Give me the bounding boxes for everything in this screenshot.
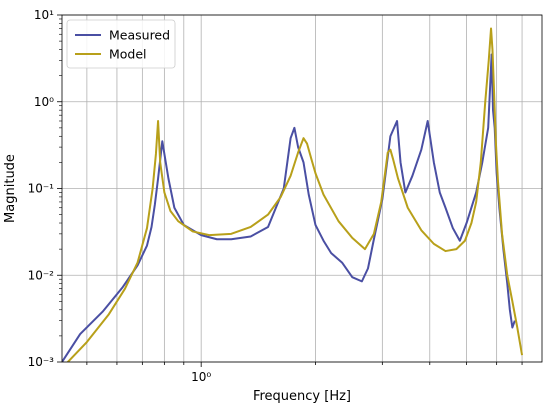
y-tick-label: 10⁰ — [34, 95, 54, 109]
tick-layer: 10⁻³ 10⁻² 10⁻¹ 10⁰ 10¹ 10⁰ — [28, 8, 523, 384]
y-tick-label: 10⁻¹ — [28, 182, 55, 196]
series-line-measured — [62, 53, 516, 362]
legend: Measured Model — [66, 19, 176, 69]
legend-box — [66, 19, 176, 69]
y-tick-label: 10¹ — [34, 8, 54, 22]
x-axis-label: Frequency [Hz] — [253, 389, 351, 404]
x-tick-label: 10⁰ — [191, 370, 211, 384]
y-tick-label: 10⁻³ — [28, 355, 55, 369]
legend-label: Measured — [109, 28, 170, 43]
series-layer — [62, 27, 524, 362]
y-tick-label: 10⁻² — [28, 268, 55, 282]
series-line-model — [66, 27, 524, 362]
legend-label: Model — [109, 47, 147, 62]
y-axis-label: Magnitude — [3, 154, 18, 223]
